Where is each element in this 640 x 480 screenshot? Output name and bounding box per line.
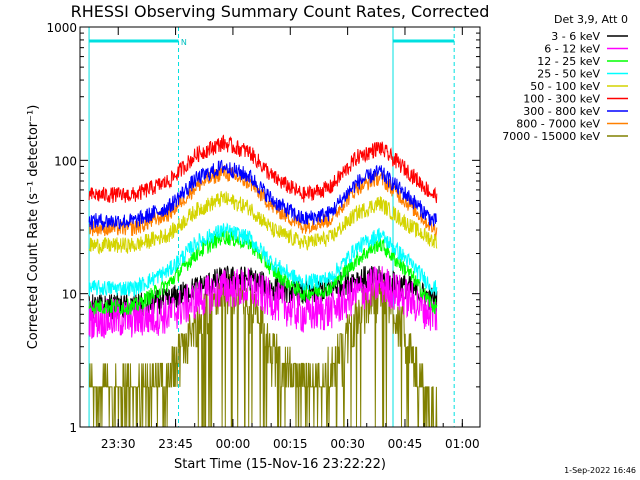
- y-tick-label: 100: [54, 154, 77, 168]
- x-tick-label: 00:30: [330, 437, 365, 451]
- x-tick-label: 23:30: [101, 437, 136, 451]
- series-line-7: [88, 164, 438, 238]
- legend-title: Det 3,9, Att 0: [554, 13, 628, 26]
- y-tick-label: 1000: [46, 21, 77, 35]
- series-line-5: [88, 134, 438, 204]
- plot-frame: [79, 26, 481, 428]
- legend-label: 3 - 6 keV: [551, 30, 600, 43]
- timestamp-label: 1-Sep-2022 16:46: [564, 466, 636, 475]
- x-tick-label: 00:00: [216, 437, 251, 451]
- legend-label: 6 - 12 keV: [544, 43, 600, 56]
- series-line-3: [88, 222, 438, 298]
- x-tick-label: 01:00: [445, 437, 480, 451]
- y-tick-label: 1: [69, 421, 77, 435]
- series-line-6: [88, 159, 438, 232]
- y-axis-label: Corrected Count Rate (s⁻¹ detector⁻¹): [26, 105, 41, 350]
- legend-label: 50 - 100 keV: [530, 80, 600, 93]
- y-axis: 1 10 100 1000: [46, 21, 480, 435]
- x-axis-label: Start Time (15-Nov-16 23:22:22): [174, 457, 386, 472]
- chart-title: RHESSI Observing Summary Count Rates, Co…: [71, 2, 490, 21]
- x-tick-label: 00:45: [388, 437, 423, 451]
- legend-label: 25 - 50 keV: [537, 68, 600, 81]
- x-axis: 23:30 23:45 00:00 00:15 00:30 00:45 01:00: [98, 27, 480, 451]
- x-tick-label: 00:15: [273, 437, 308, 451]
- plot-area: N: [88, 27, 455, 428]
- series-line-4: [88, 191, 438, 255]
- legend-label: 12 - 25 keV: [537, 55, 600, 68]
- legend-label: 7000 - 15000 keV: [502, 130, 600, 143]
- annotation-n: N: [181, 38, 187, 47]
- series-line-1: [88, 266, 438, 339]
- legend-label: 300 - 800 keV: [523, 105, 600, 118]
- legend-label: 100 - 300 keV: [523, 93, 600, 106]
- legend-label: 800 - 7000 keV: [516, 118, 600, 131]
- x-tick-label: 23:45: [158, 437, 193, 451]
- y-tick-label: 10: [62, 288, 77, 302]
